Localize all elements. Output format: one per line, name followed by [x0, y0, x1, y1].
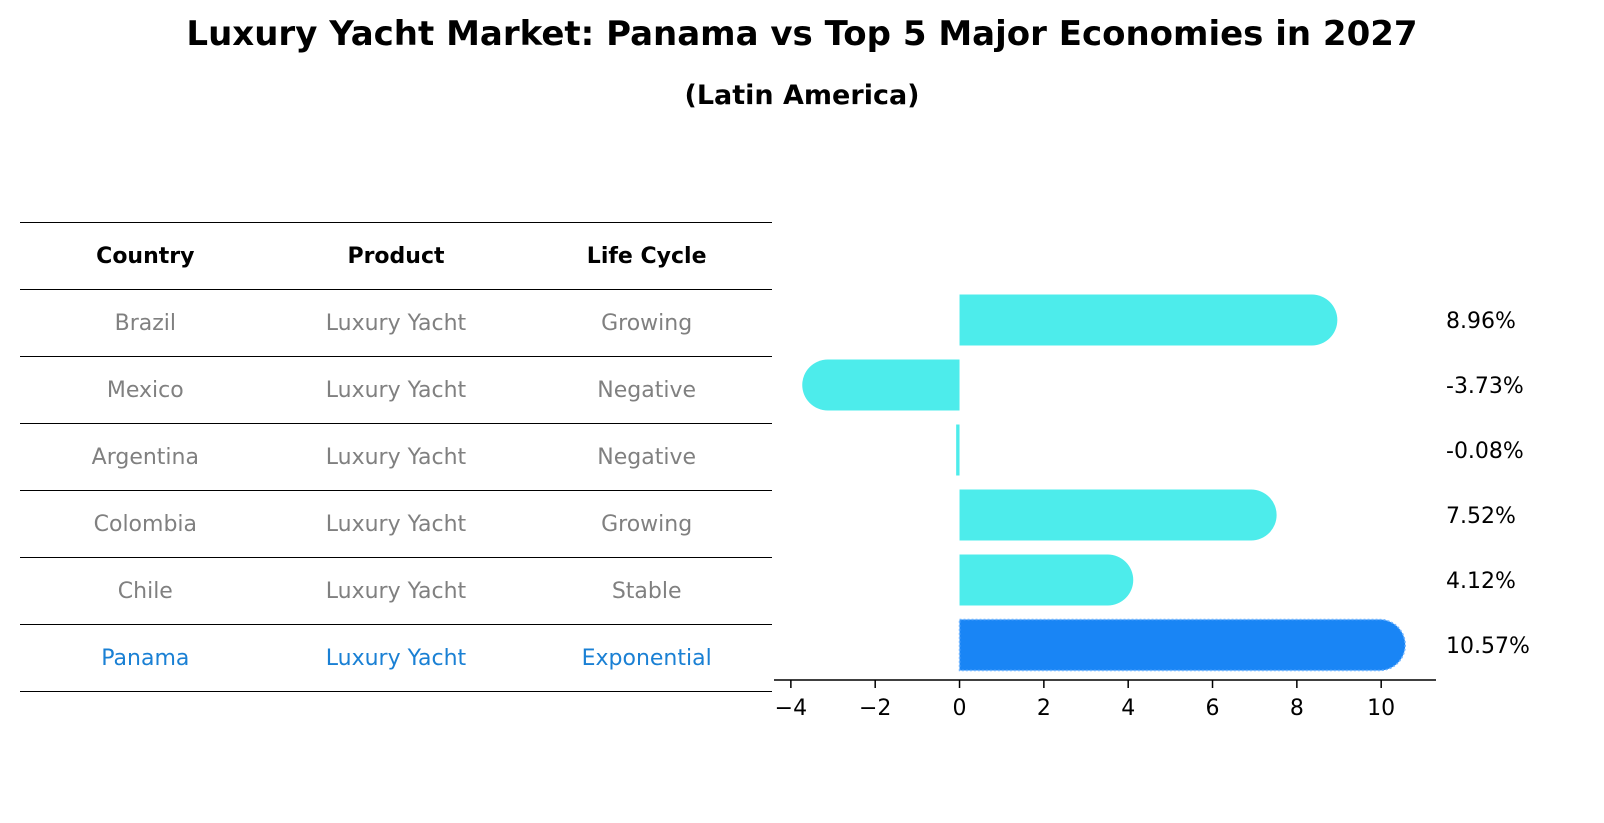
- cell-country: Mexico: [20, 356, 271, 424]
- table-header-row: Country Product Life Cycle: [20, 222, 772, 290]
- growth-bar-chart: 8.96% -3.73% -0.08% 7.52% 4.12% 10.57% −4 −2 0 2 4…: [774, 294, 1530, 721]
- x-tick-label: 2: [1037, 696, 1051, 721]
- table-row: Brazil Luxury Yacht Growing: [20, 289, 772, 357]
- value-label: 4.12%: [1446, 569, 1516, 594]
- value-label: 10.57%: [1446, 634, 1530, 659]
- value-label: -3.73%: [1446, 374, 1524, 399]
- x-tick-label: 0: [953, 696, 967, 721]
- chart-subtitle: (Latin America): [684, 80, 920, 111]
- cell-life-cycle: Stable: [521, 557, 772, 625]
- value-label: -0.08%: [1446, 439, 1524, 464]
- bar-mexico: [802, 359, 960, 411]
- cell-life-cycle: Negative: [521, 423, 772, 491]
- cell-life-cycle: Growing: [521, 289, 772, 357]
- bar-argentina: [956, 424, 960, 476]
- x-tick-label: 6: [1206, 696, 1220, 721]
- x-tick-label: −4: [775, 696, 807, 721]
- header-life-cycle: Life Cycle: [521, 222, 772, 290]
- cell-product: Luxury Yacht: [270, 289, 522, 357]
- cell-product: Luxury Yacht: [270, 356, 522, 424]
- x-tick-label: 8: [1290, 696, 1304, 721]
- header-product: Product: [270, 222, 522, 290]
- cell-product: Luxury Yacht: [270, 557, 522, 625]
- x-tick-label: 4: [1121, 696, 1135, 721]
- value-label: 8.96%: [1446, 309, 1516, 334]
- cell-country: Colombia: [20, 490, 271, 558]
- table-row: Mexico Luxury Yacht Negative: [20, 356, 772, 424]
- x-tick-label: 10: [1367, 696, 1395, 721]
- table-row-highlighted: Panama Luxury Yacht Exponential: [20, 624, 772, 692]
- cell-country: Brazil: [20, 289, 271, 357]
- table-row: Chile Luxury Yacht Stable: [20, 557, 772, 625]
- cell-life-cycle: Exponential: [521, 624, 772, 692]
- cell-country: Panama: [20, 624, 271, 692]
- chart-title: Luxury Yacht Market: Panama vs Top 5 Maj…: [186, 14, 1418, 54]
- header-country: Country: [20, 222, 271, 290]
- x-tick-label: −2: [859, 696, 891, 721]
- table-row: Argentina Luxury Yacht Negative: [20, 423, 772, 491]
- cell-life-cycle: Growing: [521, 490, 772, 558]
- cell-life-cycle: Negative: [521, 356, 772, 424]
- cell-country: Chile: [20, 557, 271, 625]
- bar-panama: [958, 618, 1406, 672]
- cell-product: Luxury Yacht: [270, 624, 522, 692]
- bar-brazil: [959, 294, 1338, 346]
- value-label: 7.52%: [1446, 504, 1516, 529]
- bar-chile: [959, 554, 1134, 606]
- country-table: Country Product Life Cycle Brazil Luxury…: [20, 222, 772, 692]
- table-row: Colombia Luxury Yacht Growing: [20, 490, 772, 558]
- cell-product: Luxury Yacht: [270, 490, 522, 558]
- cell-product: Luxury Yacht: [270, 423, 522, 491]
- bar-colombia: [959, 489, 1277, 541]
- cell-country: Argentina: [20, 423, 271, 491]
